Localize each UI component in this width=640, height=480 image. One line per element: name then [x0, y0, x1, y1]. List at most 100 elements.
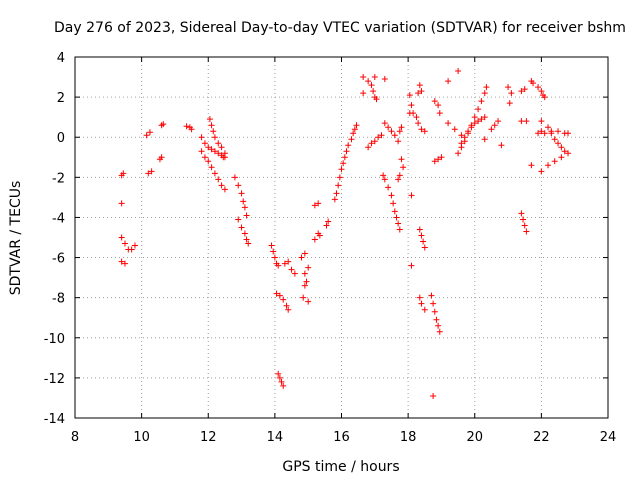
- data-point: [365, 144, 372, 151]
- data-point: [530, 80, 537, 87]
- data-point: [491, 122, 498, 129]
- y-axis-label: SDTVAR / TECUs: [8, 181, 24, 296]
- data-point: [128, 246, 135, 253]
- chart-title: Day 276 of 2023, Sidereal Day-to-day VTE…: [54, 20, 626, 36]
- data-point: [208, 146, 215, 153]
- data-point: [375, 134, 382, 141]
- data-point: [343, 148, 350, 155]
- data-point: [545, 124, 552, 131]
- data-point: [481, 114, 488, 121]
- data-point: [323, 222, 330, 229]
- data-point: [538, 168, 545, 175]
- data-point: [300, 294, 307, 301]
- data-point: [396, 226, 403, 233]
- data-point: [535, 130, 542, 137]
- data-point: [335, 182, 342, 189]
- x-tick-label: 18: [400, 430, 417, 445]
- data-point: [565, 150, 572, 157]
- data-point: [541, 94, 548, 101]
- data-point: [435, 102, 442, 109]
- data-point: [445, 120, 452, 127]
- data-point: [148, 168, 155, 175]
- data-point: [545, 162, 552, 169]
- data-point: [231, 174, 238, 181]
- data-point: [408, 262, 415, 269]
- data-point: [395, 176, 402, 183]
- data-point: [276, 374, 283, 381]
- data-point: [435, 156, 442, 163]
- data-point: [391, 132, 398, 139]
- series-s7: [268, 242, 292, 389]
- data-point: [303, 278, 310, 285]
- data-point: [118, 200, 125, 207]
- series-s27: [535, 84, 572, 137]
- data-point: [418, 300, 425, 307]
- data-point: [428, 292, 435, 299]
- data-point: [523, 118, 530, 125]
- data-point: [565, 130, 572, 137]
- data-point: [471, 120, 478, 127]
- series-s3: [183, 123, 227, 161]
- data-point: [398, 124, 405, 131]
- series-s22: [455, 84, 490, 157]
- data-point: [451, 126, 458, 133]
- data-point: [325, 218, 332, 225]
- x-tick-label: 22: [533, 430, 550, 445]
- data-point: [131, 242, 138, 249]
- data-point: [280, 296, 287, 303]
- data-point: [558, 154, 565, 161]
- data-point: [301, 270, 308, 277]
- data-point: [210, 128, 217, 135]
- data-point: [555, 128, 562, 135]
- data-point: [506, 100, 513, 107]
- data-point: [208, 122, 215, 129]
- series-s5: [198, 148, 228, 193]
- data-point: [188, 126, 195, 133]
- data-point: [360, 74, 367, 81]
- data-point: [381, 76, 388, 83]
- series-s8: [281, 250, 312, 305]
- series-s26: [518, 210, 530, 235]
- series-s2: [143, 121, 167, 177]
- data-point: [183, 123, 190, 130]
- data-point: [238, 224, 245, 231]
- data-point: [350, 130, 357, 137]
- data-points: [118, 68, 572, 399]
- y-tick-label: -10: [44, 332, 65, 347]
- data-point: [551, 158, 558, 165]
- y-tick-label: 4: [57, 51, 65, 66]
- data-point: [238, 190, 245, 197]
- series-s24: [481, 84, 515, 149]
- data-point: [378, 132, 385, 139]
- data-point: [201, 140, 208, 147]
- data-point: [468, 124, 475, 131]
- data-point: [538, 118, 545, 125]
- data-point: [215, 176, 222, 183]
- data-point: [418, 126, 425, 133]
- data-point: [368, 82, 375, 89]
- data-point: [288, 266, 295, 273]
- data-point: [385, 124, 392, 131]
- data-point: [455, 150, 462, 157]
- x-tick-label: 10: [133, 430, 150, 445]
- data-point: [408, 102, 415, 109]
- series-s13: [381, 120, 405, 145]
- data-point: [221, 186, 228, 193]
- data-point: [353, 122, 360, 129]
- data-point: [483, 84, 490, 91]
- series-s20: [431, 98, 445, 165]
- data-point: [475, 106, 482, 113]
- data-point: [431, 308, 438, 315]
- x-tick-label: 14: [267, 430, 284, 445]
- y-tick-label: 0: [57, 131, 65, 146]
- data-point: [380, 172, 387, 179]
- data-point: [118, 258, 125, 265]
- data-point: [275, 262, 282, 269]
- data-point: [218, 182, 225, 189]
- x-tick-label: 8: [71, 430, 79, 445]
- data-point: [413, 114, 420, 121]
- data-point: [298, 254, 305, 261]
- data-point: [146, 129, 153, 136]
- x-tick-label: 20: [466, 430, 483, 445]
